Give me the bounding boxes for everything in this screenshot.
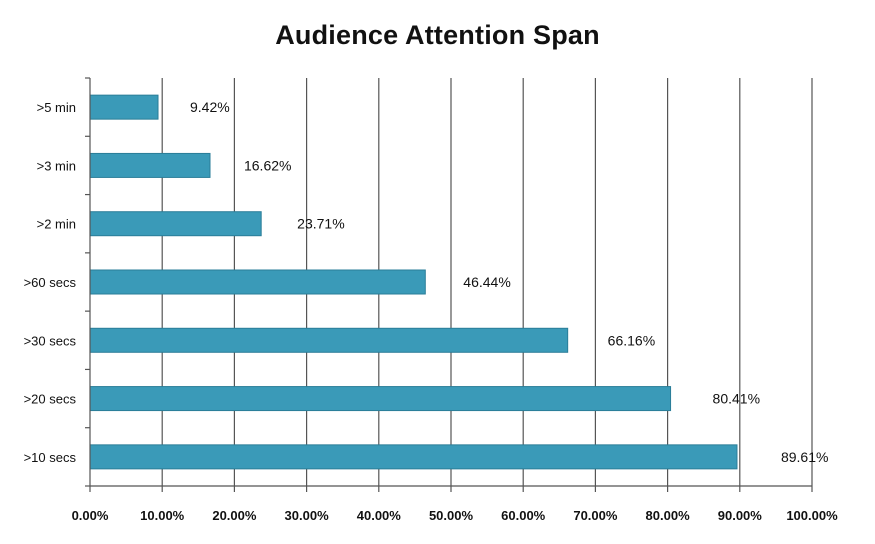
bar bbox=[89, 386, 672, 412]
data-label: 89.61% bbox=[781, 449, 828, 465]
x-tick-label: 40.00% bbox=[357, 508, 402, 523]
x-tick-label: 50.00% bbox=[429, 508, 474, 523]
chart-title: Audience Attention Span bbox=[275, 20, 600, 50]
bar bbox=[89, 152, 211, 178]
x-tick-label: 0.00% bbox=[72, 508, 109, 523]
data-label: 80.41% bbox=[713, 391, 760, 407]
category-label: >60 secs bbox=[24, 275, 77, 290]
data-label: 23.71% bbox=[297, 216, 344, 232]
data-label: 16.62% bbox=[244, 157, 291, 173]
x-tick-label: 70.00% bbox=[573, 508, 618, 523]
category-label: >20 secs bbox=[24, 392, 77, 407]
category-label: >5 min bbox=[37, 100, 76, 115]
data-labels: 9.42% 16.62% 23.71% 46.44% 66.16% 80.41% 89.61… bbox=[190, 99, 828, 465]
x-tick-label: 90.00% bbox=[718, 508, 763, 523]
category-label: >2 min bbox=[37, 217, 76, 232]
bar bbox=[89, 269, 426, 295]
bar bbox=[89, 327, 569, 353]
bars bbox=[89, 94, 738, 470]
bar bbox=[89, 94, 159, 120]
category-label: >3 min bbox=[37, 158, 76, 173]
x-tick-label: 10.00% bbox=[140, 508, 185, 523]
data-label: 66.16% bbox=[608, 332, 655, 348]
x-tick-label: 60.00% bbox=[501, 508, 546, 523]
x-tick-label: 20.00% bbox=[212, 508, 257, 523]
x-tick-label: 80.00% bbox=[646, 508, 691, 523]
bar bbox=[89, 211, 262, 237]
bar bbox=[89, 444, 738, 470]
category-label: >10 secs bbox=[24, 450, 77, 465]
x-tick-label: 100.00% bbox=[786, 508, 838, 523]
data-label: 46.44% bbox=[463, 274, 510, 290]
category-label: >30 secs bbox=[24, 333, 77, 348]
axes: 0.00% 10.00% 20.00% 30.00% 40.00% 50.00% 60.00… bbox=[24, 77, 838, 523]
x-tick-label: 30.00% bbox=[285, 508, 330, 523]
data-label: 9.42% bbox=[190, 99, 230, 115]
